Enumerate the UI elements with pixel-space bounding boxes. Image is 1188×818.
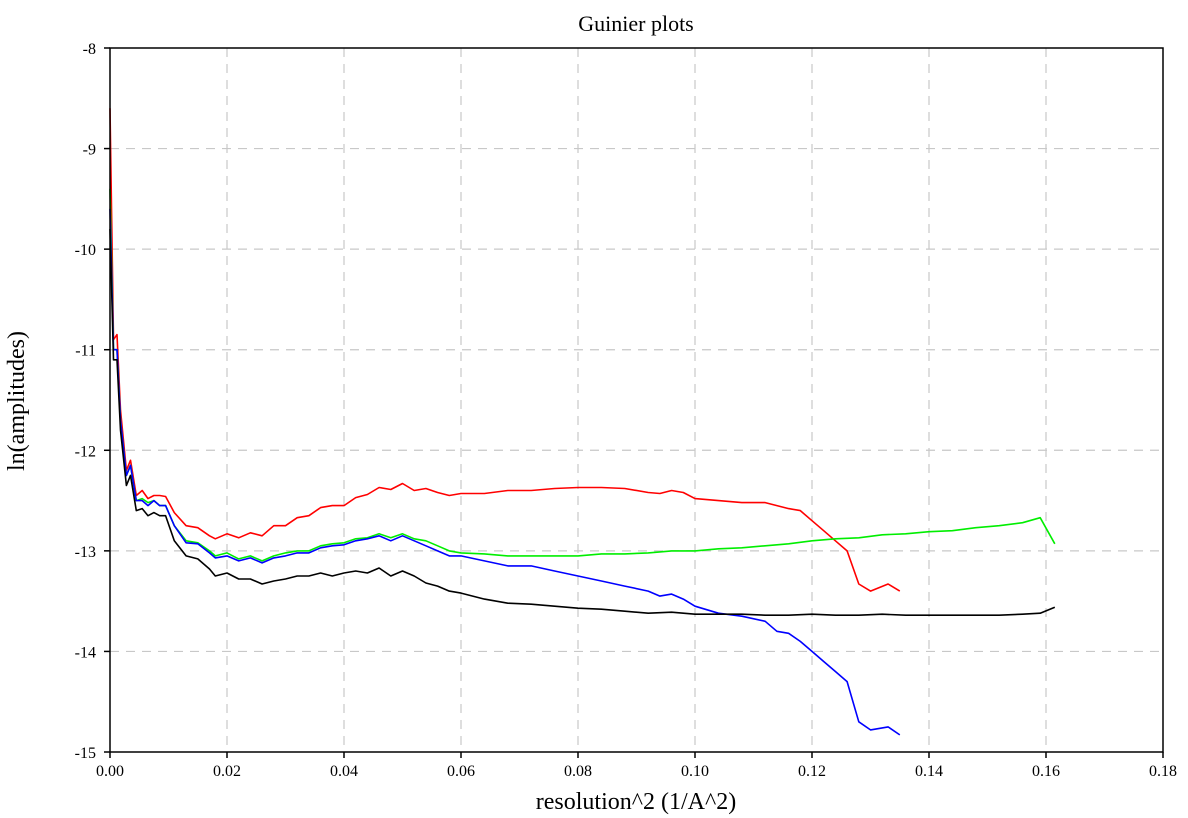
y-tick-label: -12 (75, 443, 96, 460)
series-lines (109, 108, 1056, 736)
y-axis-label: ln(amplitudes) (4, 331, 30, 471)
x-tick-label: 0.06 (447, 763, 475, 780)
chart-title: Guinier plots (578, 11, 694, 36)
x-axis-label: resolution^2 (1/A^2) (536, 789, 737, 815)
y-tick-label: -14 (75, 644, 96, 661)
x-tick-label: 0.10 (681, 763, 709, 780)
x-tick-label: 0.02 (213, 763, 241, 780)
y-tick-label: -13 (75, 544, 96, 561)
plot-frame (109, 47, 1164, 753)
x-tick-label: 0.04 (330, 763, 358, 780)
x-tick-label: 0.08 (564, 763, 592, 780)
grid-lines (110, 48, 1163, 752)
tick-labels: 0.00 0.02 0.04 0.06 0.08 0.10 0.12 0.14 0.16 0.18… (75, 41, 1177, 780)
x-tick-label: 0.18 (1149, 763, 1177, 780)
y-tick-label: -10 (75, 242, 96, 259)
y-tick-label: -15 (75, 745, 96, 762)
x-tick-label: 0.16 (1032, 763, 1060, 780)
tick-marks (104, 47, 1164, 758)
y-tick-label: -8 (83, 41, 96, 58)
y-tick-label: -9 (83, 142, 96, 159)
y-tick-label: -11 (75, 343, 96, 360)
series-line-3 (109, 208, 901, 736)
x-tick-label: 0.12 (798, 763, 826, 780)
series-line-1 (109, 108, 901, 592)
x-tick-label: 0.14 (915, 763, 943, 780)
x-tick-label: 0.00 (96, 763, 124, 780)
series-line-4 (109, 228, 1056, 617)
series-line-2 (109, 188, 1056, 562)
